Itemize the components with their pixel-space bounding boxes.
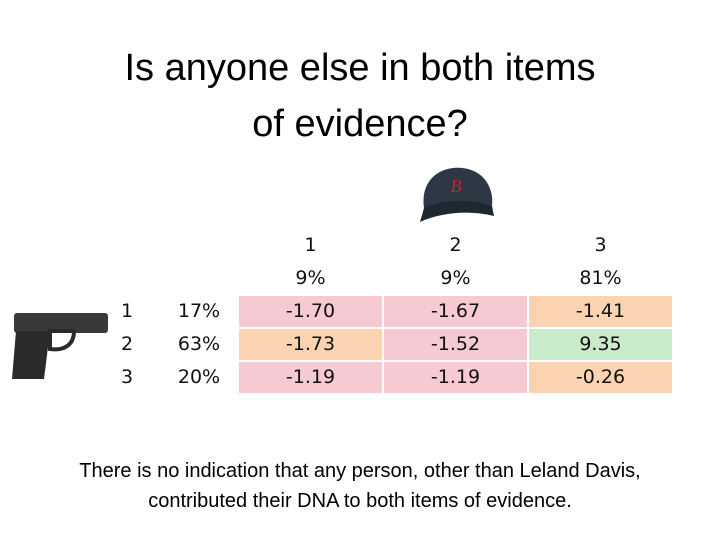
row-label: 3 [120, 366, 134, 388]
cell-value: -1.73 [285, 333, 336, 355]
table-cell [238, 328, 383, 361]
cell-value: -1.19 [285, 366, 336, 388]
table-cell [238, 295, 383, 328]
table-cell [383, 361, 528, 394]
column-percent: 81% [579, 267, 622, 289]
cap-icon: B [420, 167, 494, 222]
row-percent: 63% [177, 333, 221, 355]
cell-value: -1.52 [430, 333, 481, 355]
title: Is anyone else in both items of evidence… [124, 47, 596, 145]
cell-value: 9.35 [579, 333, 622, 355]
column-percent: 9% [295, 267, 326, 289]
svg-text:B: B [451, 176, 462, 196]
caption: There is no indication that any person, … [79, 460, 641, 512]
table-cell [528, 328, 673, 361]
table-cell [238, 361, 383, 394]
table-cell [528, 295, 673, 328]
cell-value: -1.67 [430, 300, 481, 322]
cell-value: -1.41 [575, 300, 626, 322]
row-label: 1 [120, 300, 134, 322]
column-label: 3 [594, 234, 607, 256]
column-percent: 9% [440, 267, 471, 289]
cell-value: -1.19 [430, 366, 481, 388]
table-cell [383, 328, 528, 361]
column-label: 1 [304, 234, 317, 256]
row-label: 2 [120, 333, 134, 355]
row-percent: 17% [177, 300, 221, 322]
column-label: 2 [449, 234, 462, 256]
table-cell [383, 295, 528, 328]
cell-value: -0.26 [575, 366, 626, 388]
cell-value: -1.70 [285, 300, 336, 322]
gun-icon [12, 313, 108, 379]
table-cell [528, 361, 673, 394]
row-percent: 20% [177, 366, 221, 388]
